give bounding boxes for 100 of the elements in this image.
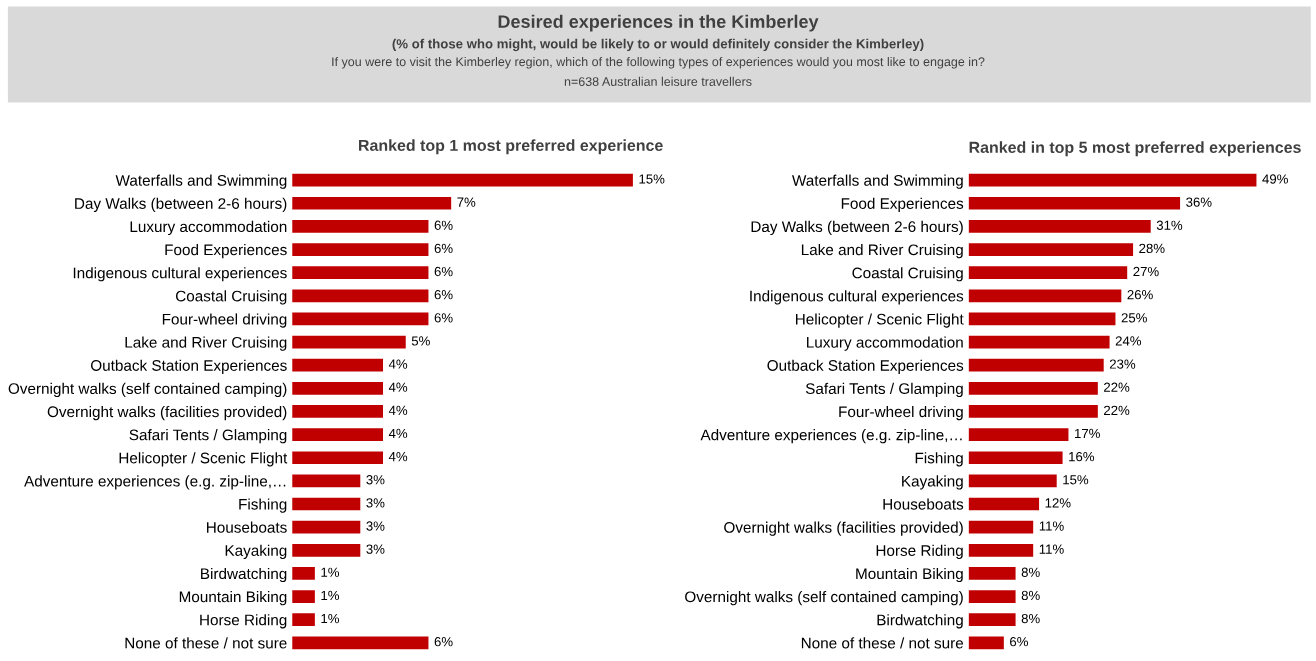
y-tick-label: Indigenous cultural experiences	[73, 267, 287, 282]
y-tick-label: Horse Riding	[200, 614, 287, 629]
bar	[292, 636, 429, 650]
bar	[292, 312, 429, 326]
y-tick-label: Waterfalls and Swimming	[792, 174, 963, 189]
bar	[968, 613, 1016, 627]
bar	[968, 636, 1004, 650]
bar	[968, 567, 1016, 580]
text: Desired experiences in the Kimberley	[498, 14, 819, 32]
bar	[968, 196, 1181, 210]
data-label: 3%	[366, 498, 385, 508]
data-label: 28%	[1139, 243, 1165, 254]
chart-title: Ranked top 1 most preferred experience	[359, 139, 663, 155]
bar	[968, 497, 1040, 511]
y-tick-label: Coastal Cruising	[852, 267, 963, 282]
data-label: 27%	[1133, 266, 1159, 277]
data-label: 3%	[366, 521, 385, 531]
data-label: 36%	[1186, 197, 1212, 207]
y-tick-label: Mountain Biking	[179, 591, 287, 606]
y-tick-label: Houseboats	[883, 498, 964, 510]
data-label: 6%	[434, 637, 453, 647]
y-tick-label: Overnight walks (self contained camping)	[685, 591, 963, 606]
y-tick-label: Overnight walks (facilities provided)	[47, 405, 287, 421]
data-label: 16%	[1069, 451, 1095, 462]
bar	[292, 243, 429, 256]
bar	[968, 358, 1104, 372]
data-label: 5%	[411, 336, 430, 346]
y-tick-label: Fishing	[239, 498, 287, 513]
y-tick-label: Waterfalls and Swimming	[115, 174, 287, 189]
data-label: 6%	[434, 266, 453, 277]
y-tick-label: Helicopter / Scenic Flight	[119, 452, 288, 467]
data-label: 15%	[1063, 475, 1089, 485]
data-label: 4%	[388, 428, 408, 439]
data-label: 12%	[1045, 498, 1071, 508]
data-label: 6%	[434, 290, 453, 300]
y-tick-label: Safari Tents / Glamping	[129, 429, 287, 444]
bar	[968, 289, 1122, 303]
y-tick-label: Four-wheel driving	[162, 313, 287, 328]
y-tick-label: Lake and River Cruising	[125, 336, 287, 351]
bar	[968, 451, 1063, 465]
bar	[968, 335, 1110, 349]
data-label: 1%	[321, 567, 340, 577]
bar	[292, 520, 361, 534]
data-label: 4%	[388, 359, 408, 369]
bar	[968, 243, 1134, 256]
data-label: 3%	[366, 544, 385, 554]
data-label: 8%	[1021, 613, 1040, 624]
chart-title: Ranked in top 5 most preferred experiences	[969, 141, 1301, 157]
y-tick-label: Outback Station Experiences	[91, 359, 287, 374]
data-label: 17%	[1075, 428, 1100, 439]
y-tick-label: Helicopter / Scenic Flight	[796, 313, 964, 328]
bar	[292, 220, 429, 233]
data-label: 11%	[1039, 521, 1064, 531]
bar	[968, 381, 1098, 395]
bar	[292, 405, 384, 418]
y-tick-label: Birdwatching	[201, 567, 287, 583]
y-tick-label: Adventure experiences (e.g. zip-line,…	[24, 475, 286, 490]
y-tick-label: Horse Riding	[876, 544, 963, 559]
y-tick-label: Food Experiences	[841, 197, 964, 212]
data-label: 4%	[388, 452, 408, 462]
data-label: 22%	[1104, 405, 1130, 415]
data-label: 23%	[1109, 359, 1136, 369]
data-label: 4%	[388, 405, 408, 415]
bar	[292, 289, 429, 303]
data-label: 49%	[1262, 174, 1288, 184]
y-tick-label: Day Walks (between 2-6 hours)	[751, 220, 963, 236]
bar	[292, 613, 315, 627]
data-label: 8%	[1021, 567, 1040, 577]
bar	[292, 266, 429, 280]
data-label: 3%	[366, 475, 385, 485]
data-label: 26%	[1127, 290, 1153, 300]
data-label: 8%	[1021, 590, 1040, 601]
text: (% of those who might, would be likely to or would definitely consider the Kimberley)	[392, 38, 924, 52]
bar	[968, 543, 1034, 557]
bar	[968, 173, 1257, 187]
data-label: 25%	[1121, 313, 1147, 323]
bar	[292, 474, 361, 488]
y-tick-label: Mountain Biking	[856, 567, 963, 583]
y-tick-label: Safari Tents / Glamping	[805, 382, 963, 398]
y-tick-label: Adventure experiences (e.g. zip-line,…	[700, 429, 962, 444]
y-tick-label: Indigenous cultural experiences	[750, 290, 964, 305]
y-tick-label: Luxury accommodation	[130, 220, 287, 236]
bar	[292, 451, 384, 465]
data-label: 22%	[1104, 382, 1130, 392]
y-tick-label: Day Walks (between 2-6 hours)	[75, 197, 287, 212]
bar	[292, 381, 384, 395]
bar	[292, 590, 315, 603]
bar	[292, 173, 633, 187]
y-tick-label: Food Experiences	[165, 243, 287, 259]
data-label: 1%	[321, 613, 340, 624]
y-tick-label: Kayaking	[902, 475, 963, 490]
y-tick-label: Kayaking	[225, 544, 287, 559]
bar	[292, 567, 315, 580]
data-label: 7%	[457, 197, 476, 207]
data-label: 6%	[1010, 637, 1028, 647]
bar	[968, 405, 1098, 418]
data-label: 1%	[321, 590, 340, 601]
y-tick-label: Outback Station Experiences	[767, 359, 964, 374]
data-label: 24%	[1115, 336, 1142, 346]
data-label: 6%	[434, 243, 453, 254]
